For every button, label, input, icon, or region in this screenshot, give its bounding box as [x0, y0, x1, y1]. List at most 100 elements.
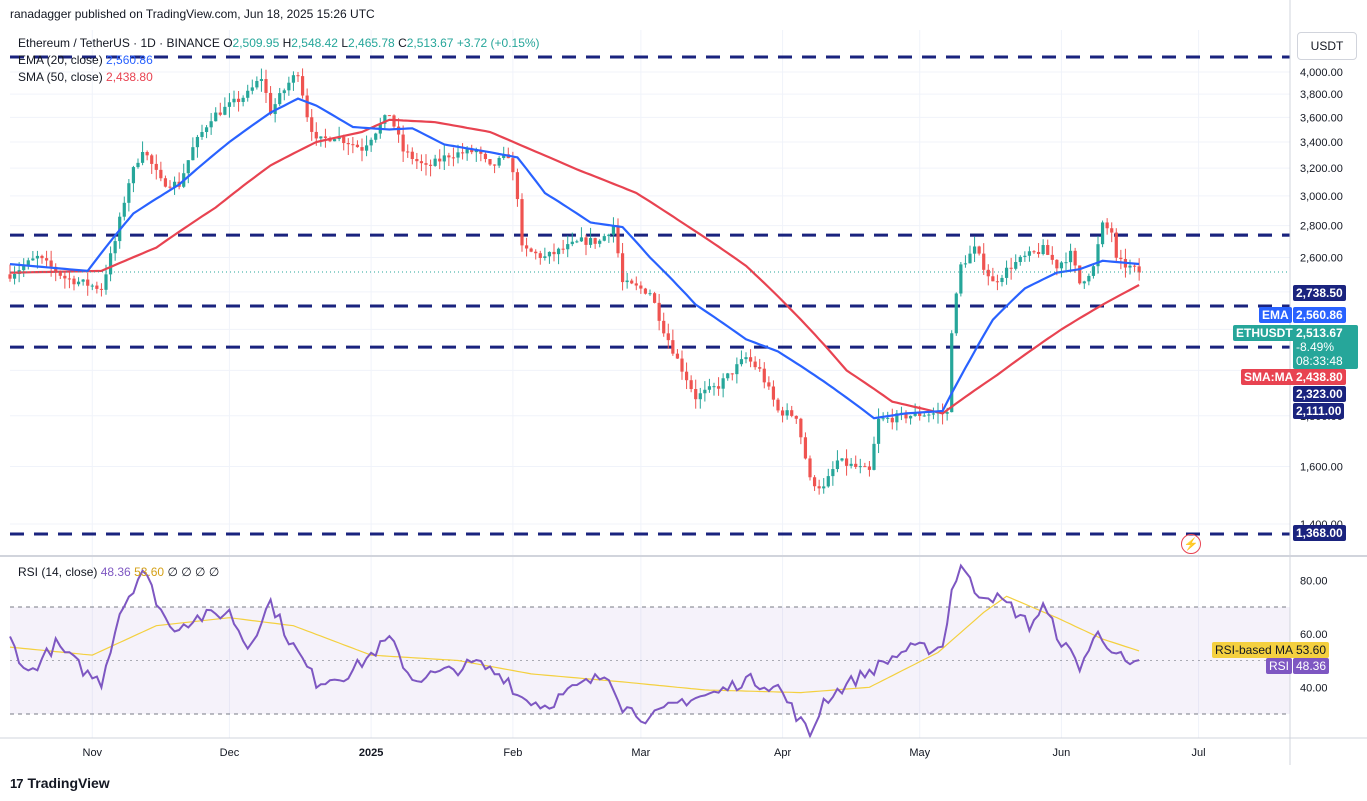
publisher-note: ranadagger published on TradingView.com,…: [10, 7, 375, 21]
tradingview-logo-icon: 17: [10, 775, 24, 791]
candle-body: [492, 164, 497, 166]
candle-body: [968, 253, 972, 264]
candle-body: [127, 183, 131, 203]
candle-body: [419, 161, 424, 164]
candle-body: [767, 382, 771, 387]
candle-body: [561, 248, 565, 250]
price-tag-countdown: 08:33:48: [1296, 354, 1343, 368]
candle-body: [556, 248, 561, 255]
candle-body: [652, 293, 657, 303]
moving-averages: [9, 97, 1290, 420]
candle-body: [520, 199, 524, 246]
price-tag-pct: -8.49%: [1296, 340, 1335, 354]
candle-body: [972, 246, 977, 254]
candle-body: [1064, 262, 1068, 264]
candle-body: [584, 237, 588, 245]
time-tick-label: May: [909, 747, 930, 759]
sma-legend-line[interactable]: SMA (50, close) 2,438.80: [18, 69, 540, 86]
candle-body: [1004, 267, 1009, 278]
candle-body: [31, 258, 35, 261]
candle-body: [465, 149, 469, 154]
candle-body: [726, 373, 730, 379]
candle-body: [716, 386, 721, 389]
chart-legend: Ethereum / TetherUS · 1D · BINANCE O2,50…: [18, 35, 540, 86]
candle-body: [300, 76, 305, 96]
candle-body: [534, 251, 538, 254]
candle-body: [1041, 245, 1045, 255]
candle-body: [703, 389, 707, 394]
candle-body: [86, 279, 90, 286]
price-tick-label: 3,200.00: [1300, 163, 1343, 175]
candle-body: [502, 154, 506, 158]
brand-name: TradingView: [27, 775, 110, 791]
candle-body: [666, 333, 670, 341]
candle-body: [1082, 281, 1086, 284]
candlestick-series: [8, 68, 1141, 495]
candle-body: [401, 134, 405, 152]
candle-body: [776, 399, 780, 411]
ema-tag-value: 2,560.86: [1293, 307, 1346, 323]
lightning-icon[interactable]: ⚡: [1181, 534, 1201, 554]
candle-body: [570, 241, 574, 245]
candle-body: [849, 463, 853, 466]
rsi-tag-name: RSI: [1266, 658, 1293, 674]
currency-selector[interactable]: USDT: [1297, 32, 1357, 60]
candle-body: [456, 152, 460, 158]
candle-body: [204, 127, 209, 133]
brand-logo[interactable]: 17 TradingView: [10, 775, 110, 791]
candle-body: [808, 458, 812, 478]
candle-body: [543, 256, 547, 258]
candle-body: [1018, 256, 1022, 263]
candle-body: [876, 418, 881, 444]
candle-body: [323, 136, 328, 138]
candle-body: [963, 263, 968, 265]
rsi-tick-label: 80.00: [1300, 575, 1328, 587]
candle-body: [369, 139, 373, 146]
price-tick-label: 3,800.00: [1300, 89, 1343, 101]
candle-body: [785, 410, 789, 416]
candle-body: [54, 266, 58, 273]
sma-legend-value: 2,438.80: [106, 70, 153, 84]
candle-body: [172, 181, 177, 188]
candle-body: [159, 169, 163, 179]
ema-legend-value: 2,560.86: [106, 53, 153, 67]
candle-body: [918, 412, 922, 417]
sma-50-line: [10, 118, 1140, 415]
candle-body: [886, 417, 890, 419]
low-label: L: [341, 36, 349, 50]
candle-body: [1100, 222, 1105, 245]
rsi-legend[interactable]: RSI (14, close) 48.36 53.60 ∅ ∅ ∅ ∅: [18, 565, 219, 579]
candle-body: [890, 417, 894, 423]
candle-body: [296, 75, 300, 77]
candle-body: [26, 260, 30, 266]
candle-body: [186, 160, 190, 174]
rsi-ma-legend-value: 53.60: [134, 565, 165, 579]
candle-body: [959, 264, 963, 294]
candle-body: [1091, 266, 1096, 276]
candle-body: [643, 288, 648, 294]
rsi-ma-tag-name: RSI-based MA: [1212, 642, 1297, 658]
open-label: O: [223, 36, 233, 50]
ema-legend-line[interactable]: EMA (20, close) 2,560.86: [18, 52, 540, 69]
candle-body: [479, 150, 483, 154]
candle-body: [844, 458, 849, 466]
candle-body: [607, 234, 611, 237]
candle-body: [927, 414, 931, 416]
symbol-title[interactable]: Ethereum / TetherUS · 1D · BINANCE: [18, 36, 220, 50]
candle-body: [680, 358, 684, 372]
candle-body: [49, 260, 53, 267]
candle-body: [305, 95, 309, 118]
price-tick-label: 3,400.00: [1300, 137, 1343, 149]
candle-body: [1050, 254, 1054, 260]
candle-body: [840, 458, 844, 461]
price-tick-label: 3,000.00: [1300, 191, 1343, 203]
candle-body: [122, 202, 126, 217]
candle-body: [287, 82, 291, 91]
time-tick-label: Dec: [220, 747, 240, 759]
candle-body: [895, 413, 899, 423]
price-tick-label: 4,000.00: [1300, 67, 1343, 79]
candle-body: [721, 378, 725, 389]
candle-body: [44, 258, 49, 261]
candle-body: [922, 415, 926, 417]
